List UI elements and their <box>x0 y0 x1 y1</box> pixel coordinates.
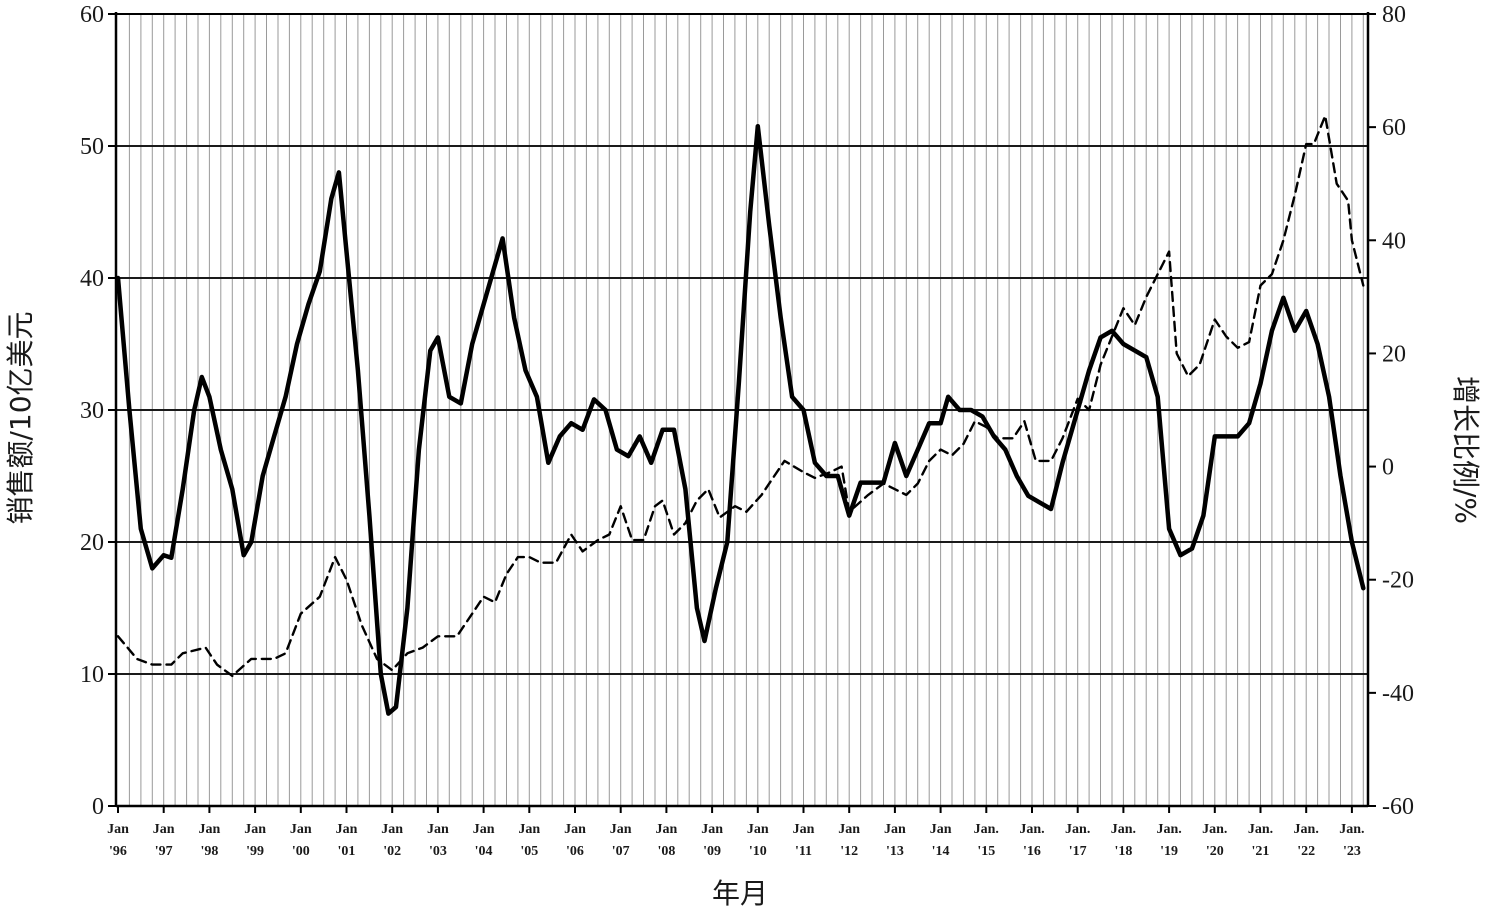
right-tick-label: 60 <box>1382 115 1406 141</box>
x-tick-label-year: '02 <box>383 844 401 859</box>
x-tick-label-year: '12 <box>840 844 858 859</box>
x-tick-label-year: '00 <box>292 844 310 859</box>
x-tick-label-month: Jan. <box>1339 822 1364 837</box>
series-lines <box>115 114 1366 716</box>
left-axis-label: 销售额/10亿美元 <box>4 311 37 524</box>
x-tick-label-month: Jan <box>473 822 495 837</box>
right-tick-label: 40 <box>1382 228 1406 254</box>
x-tick-label-year: '07 <box>612 844 630 859</box>
x-tick-label-year: '22 <box>1297 844 1315 859</box>
x-tick-label-year: '05 <box>520 844 538 859</box>
x-tick-label-month: Jan. <box>974 822 999 837</box>
right-tick-label: -60 <box>1382 794 1414 820</box>
x-tick-label-month: Jan <box>244 822 266 837</box>
x-tick-label-year: '13 <box>886 844 904 859</box>
x-tick-label-month: Jan <box>199 822 221 837</box>
left-tick-label: 50 <box>80 134 104 160</box>
x-tick-label-month: Jan <box>427 822 449 837</box>
x-tick-label-month: Jan <box>290 822 312 837</box>
left-axis-tick-labels: 0 10 20 30 40 50 60 <box>80 2 104 820</box>
x-tick-label-month: Jan. <box>1202 822 1227 837</box>
left-tick-label: 60 <box>80 2 104 28</box>
x-tick-label-month: Jan <box>610 822 632 837</box>
left-tick-label: 10 <box>80 662 104 688</box>
x-tick-label-month: Jan <box>336 822 358 837</box>
x-tick-label-year: '03 <box>429 844 447 859</box>
x-tick-label-month: Jan. <box>1294 822 1319 837</box>
x-tick-label-month: Jan <box>930 822 952 837</box>
right-tick-label: 0 <box>1382 455 1394 481</box>
right-axis-tick-labels: -60 -40 -20 0 20 40 60 80 <box>1382 2 1414 820</box>
x-tick-label-year: '19 <box>1160 844 1178 859</box>
left-tick-label: 0 <box>92 794 104 820</box>
x-tick-label-month: Jan. <box>1111 822 1136 837</box>
x-tick-label-year: '99 <box>246 844 264 859</box>
right-axis-label: 增长比例/% <box>1449 376 1482 524</box>
x-tick-label-month: Jan <box>564 822 586 837</box>
x-tick-label-month: Jan. <box>1065 822 1090 837</box>
left-tick-label: 30 <box>80 398 104 424</box>
x-tick-label-month: Jan <box>793 822 815 837</box>
x-tick-label-year: '10 <box>749 844 767 859</box>
x-tick-label-year: '97 <box>155 844 173 859</box>
x-tick-label-year: '18 <box>1114 844 1132 859</box>
x-axis-tick-labels: Jan '96 Jan '97 Jan '98 Jan '99 Jan '00 Jan '01 Jan '… <box>107 822 1364 859</box>
x-tick-label-year: '04 <box>475 844 493 859</box>
x-tick-label-month: Jan. <box>1019 822 1044 837</box>
x-tick-label-year: '06 <box>566 844 584 859</box>
x-tick-label-year: '14 <box>932 844 950 859</box>
x-tick-label-month: Jan. <box>1248 822 1273 837</box>
x-axis-label: 年月 <box>712 877 768 910</box>
x-tick-label-month: Jan <box>701 822 723 837</box>
x-tick-label-year: '23 <box>1343 844 1361 859</box>
x-tick-label-month: Jan <box>747 822 769 837</box>
x-tick-label-month: Jan <box>518 822 540 837</box>
x-tick-label-year: '08 <box>657 844 675 859</box>
x-tick-label-year: '21 <box>1252 844 1270 859</box>
right-tick-label: -40 <box>1382 681 1414 707</box>
x-tick-label-month: Jan <box>381 822 403 837</box>
sales-series-line <box>115 123 1366 716</box>
right-tick-label: -20 <box>1382 568 1414 594</box>
x-tick-label-month: Jan. <box>1156 822 1181 837</box>
axes <box>108 12 1376 813</box>
x-tick-label-year: '16 <box>1023 844 1041 859</box>
x-tick-label-month: Jan <box>107 822 129 837</box>
x-tick-label-year: '09 <box>703 844 721 859</box>
x-tick-label-year: '96 <box>109 844 127 859</box>
x-tick-label-year: '15 <box>977 844 995 859</box>
left-tick-label: 40 <box>80 266 104 292</box>
x-tick-label-month: Jan <box>838 822 860 837</box>
right-tick-label: 20 <box>1382 341 1406 367</box>
x-tick-label-year: '11 <box>795 844 812 859</box>
growth-series-line <box>116 114 1365 678</box>
x-tick-label-month: Jan <box>884 822 906 837</box>
x-tick-label-year: '20 <box>1206 844 1224 859</box>
right-tick-label: 80 <box>1382 2 1406 28</box>
x-tick-label-month: Jan <box>153 822 175 837</box>
x-tick-label-year: '17 <box>1069 844 1087 859</box>
x-tick-label-year: '01 <box>338 844 356 859</box>
left-tick-label: 20 <box>80 530 104 556</box>
x-tick-label-year: '98 <box>200 844 218 859</box>
x-tick-label-month: Jan <box>656 822 678 837</box>
